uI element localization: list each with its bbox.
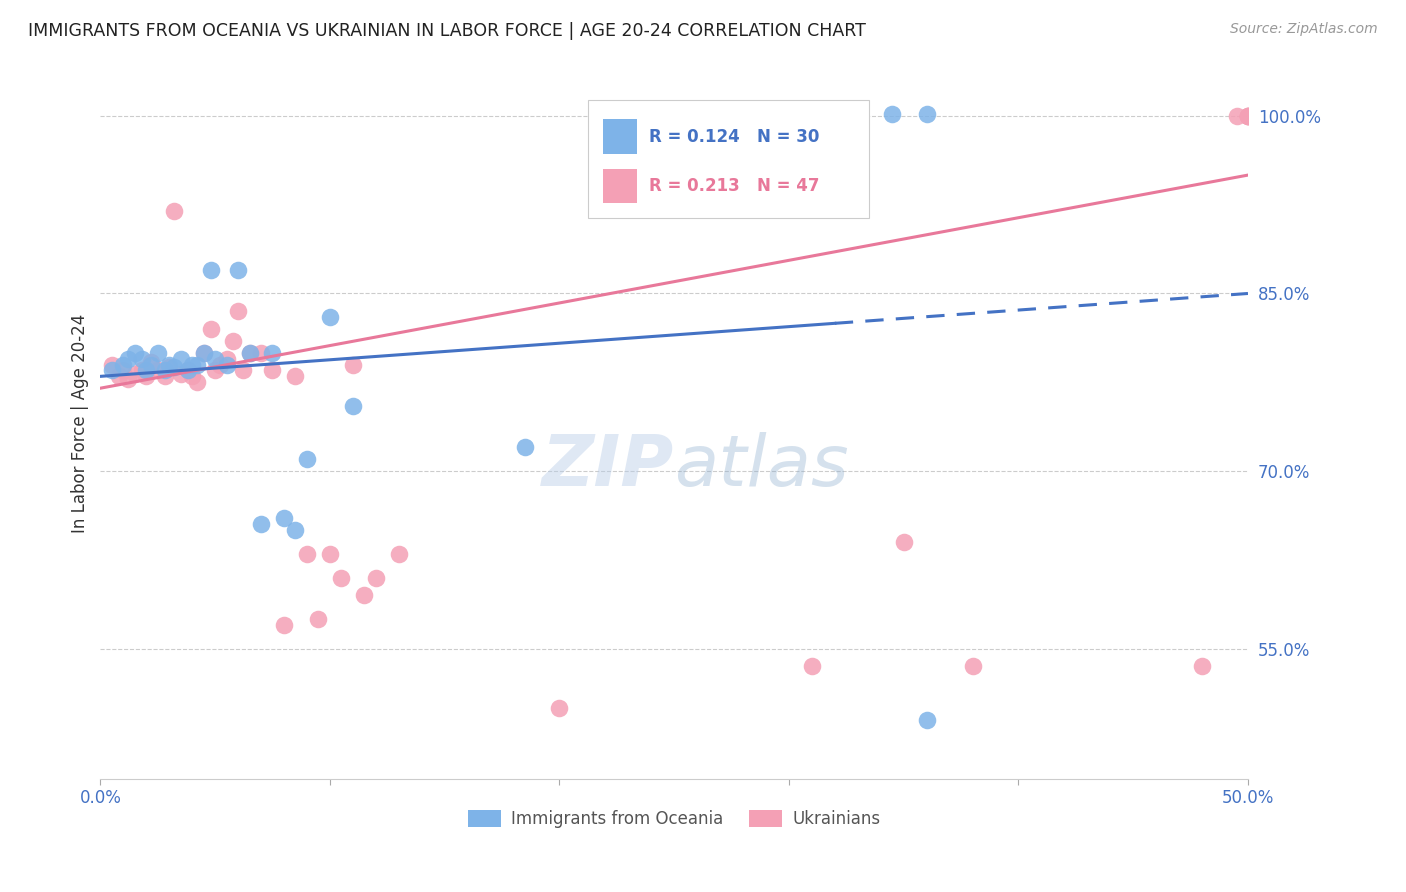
Point [307,612,329,626]
Point [342,399,364,413]
Point [800,659,823,673]
Point [1237,109,1260,123]
Point [157,358,180,372]
Point [186,376,208,390]
Point [176,363,198,377]
Point [342,358,364,372]
Point [193,345,215,359]
Point [744,106,766,120]
Point [107,369,129,384]
Point [204,363,226,377]
Point [232,363,254,377]
Point [186,358,208,372]
Point [1237,109,1260,123]
Text: Source: ZipAtlas.com: Source: ZipAtlas.com [1230,22,1378,37]
Point [915,713,938,727]
Point [388,547,411,561]
Point [284,523,307,537]
Text: IMMIGRANTS FROM OCEANIA VS UKRAINIAN IN LABOR FORCE | AGE 20-24 CORRELATION CHAR: IMMIGRANTS FROM OCEANIA VS UKRAINIAN IN … [28,22,866,40]
Point [153,369,176,384]
Point [962,659,984,673]
Text: atlas: atlas [673,432,849,500]
Point [262,345,284,359]
Point [813,106,835,120]
Point [1237,109,1260,123]
Point [1225,109,1247,123]
Point [215,351,238,366]
Point [181,358,204,372]
Legend: Immigrants from Oceania, Ukrainians: Immigrants from Oceania, Ukrainians [461,803,887,835]
Point [238,345,260,359]
Point [101,363,124,377]
Point [295,452,318,467]
Point [208,358,231,372]
Point [101,358,124,372]
Point [170,351,193,366]
Point [319,310,342,325]
Text: ZIP: ZIP [541,432,673,500]
FancyBboxPatch shape [603,169,637,203]
Point [146,363,169,377]
Point [157,359,180,374]
Point [139,358,162,372]
Point [131,351,153,366]
Point [364,571,387,585]
Point [124,345,146,359]
Point [778,106,800,120]
Point [250,517,273,532]
Point [250,345,273,359]
Point [273,618,295,632]
Point [135,363,157,377]
Point [153,363,176,377]
Point [226,304,249,318]
Point [330,571,353,585]
Point [135,369,157,384]
Point [226,262,249,277]
Point [513,441,536,455]
Point [295,547,318,561]
Point [548,701,571,715]
Point [112,358,135,372]
Point [262,363,284,377]
Point [163,359,186,374]
Point [112,363,135,377]
FancyBboxPatch shape [603,120,637,153]
Point [200,322,222,336]
Point [893,535,915,549]
Point [146,345,169,359]
Point [273,511,295,525]
Point [882,106,904,120]
Point [238,345,260,359]
Point [163,203,186,218]
Point [1191,659,1213,673]
Point [170,367,193,381]
Point [124,367,146,381]
Point [915,106,938,120]
Point [193,345,215,359]
Point [131,363,153,377]
Point [181,369,204,384]
Point [117,372,139,386]
Point [117,351,139,366]
Text: R = 0.213   N = 47: R = 0.213 N = 47 [650,178,820,195]
FancyBboxPatch shape [588,101,869,218]
Point [846,106,869,120]
Point [176,363,198,377]
Point [1237,109,1260,123]
Point [139,355,162,369]
Point [319,547,342,561]
Point [284,369,307,384]
Point [215,358,238,372]
Point [204,351,226,366]
Text: R = 0.124   N = 30: R = 0.124 N = 30 [650,128,820,145]
Point [222,334,245,348]
Point [353,588,375,602]
Point [200,262,222,277]
Y-axis label: In Labor Force | Age 20-24: In Labor Force | Age 20-24 [72,314,89,533]
